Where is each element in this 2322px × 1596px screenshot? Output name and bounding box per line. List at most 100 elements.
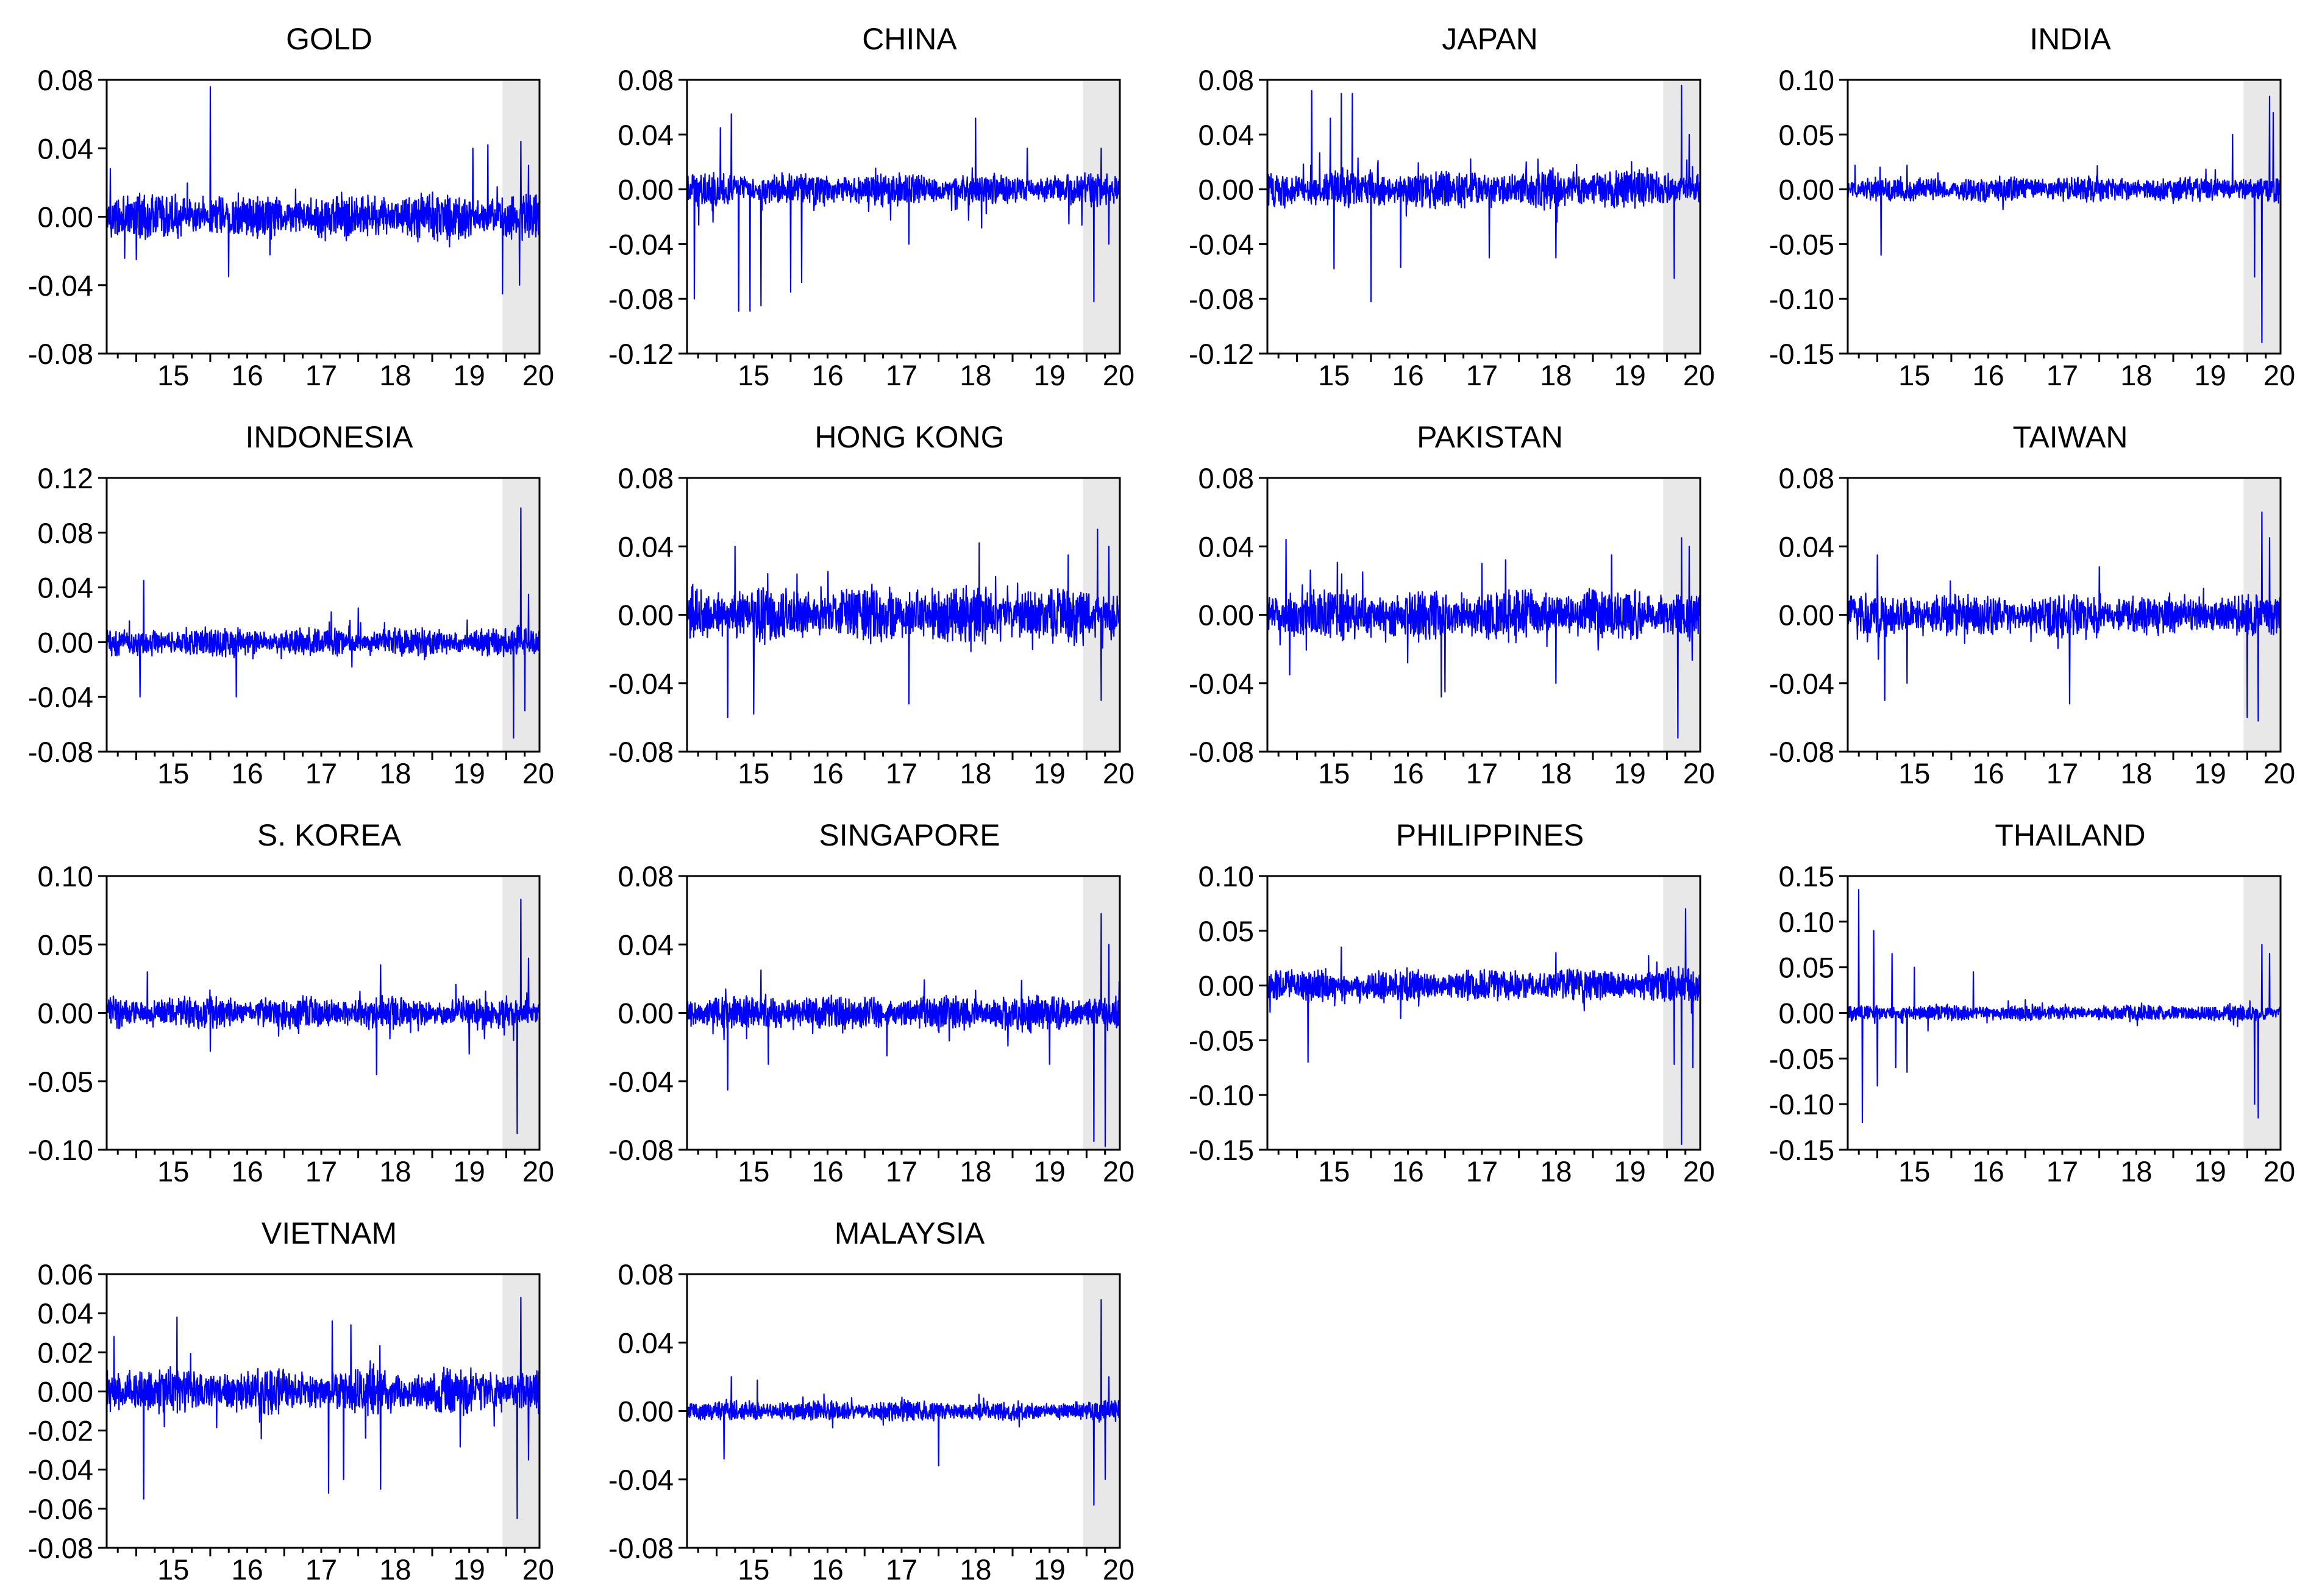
y-tick-label: -0.08 xyxy=(608,1532,674,1564)
y-tick-label: -0.04 xyxy=(608,228,674,260)
x-tick-label: 15 xyxy=(157,757,189,789)
plot-frame xyxy=(1266,875,1701,1151)
y-tick-label: -0.04 xyxy=(608,668,674,700)
y-tick-label: 0.04 xyxy=(618,119,674,151)
y-tick-label: 0.04 xyxy=(618,928,674,961)
x-tick-label: 19 xyxy=(454,359,485,391)
plot-frame xyxy=(105,1273,541,1549)
panel-9: SINGAPORE -0.08 -0.04 0.00 0.04 0.08 15 16 17 18 1… xyxy=(608,818,1134,1188)
x-tick-label: 15 xyxy=(1318,359,1350,391)
x-tick-label: 18 xyxy=(1540,757,1572,789)
x-tick-label: 16 xyxy=(1392,757,1423,789)
y-tick-label: 0.04 xyxy=(38,1297,93,1330)
x-tick-label: 17 xyxy=(886,1553,917,1586)
x-tick-label: 20 xyxy=(522,757,554,789)
x-tick-label: 15 xyxy=(1898,757,1930,789)
y-tick-label: 0.00 xyxy=(1198,599,1254,632)
x-tick-label: 19 xyxy=(2195,359,2226,391)
x-tick-label: 20 xyxy=(1683,757,1715,789)
x-tick-label: 20 xyxy=(1103,1553,1134,1586)
x-tick-label: 15 xyxy=(1318,757,1350,789)
series-line xyxy=(105,507,541,739)
x-tick-label: 20 xyxy=(1103,1155,1134,1188)
x-tick-label: 18 xyxy=(2120,1155,2152,1188)
x-tick-label: 18 xyxy=(2120,757,2152,789)
y-tick-label: 0.12 xyxy=(38,462,93,494)
x-tick-label: 15 xyxy=(157,1553,189,1586)
y-tick-label: -0.15 xyxy=(1189,1134,1254,1166)
y-tick-label: 0.04 xyxy=(1198,119,1254,151)
x-tick-label: 16 xyxy=(1392,1155,1423,1188)
x-tick-label: 15 xyxy=(1898,1155,1930,1188)
panel-1: CHINA -0.12 -0.08 -0.04 0.00 0.04 0.08 15 16 17 18… xyxy=(608,22,1134,391)
series-line xyxy=(105,899,541,1135)
panel-11: THAILAND -0.15 -0.10 -0.05 0.00 0.05 0.10 0.15 1… xyxy=(1769,818,2295,1188)
y-tick-label: 0.08 xyxy=(1198,64,1254,96)
plot-frame xyxy=(105,477,541,753)
series-line xyxy=(1266,537,1701,739)
x-tick-label: 15 xyxy=(1898,359,1930,391)
series-line xyxy=(686,1299,1121,1506)
y-tick-label: 0.00 xyxy=(618,174,674,206)
series-line xyxy=(686,913,1121,1147)
panel-13: MALAYSIA -0.08 -0.04 0.00 0.04 0.08 15 16 17 18 19… xyxy=(608,1216,1134,1586)
x-tick-label: 17 xyxy=(886,1155,917,1188)
y-tick-label: -0.04 xyxy=(1189,668,1254,700)
panel-title: S. KOREA xyxy=(257,818,402,852)
series-line xyxy=(1847,511,2282,722)
panel-10: PHILIPPINES -0.15 -0.10 -0.05 0.00 0.05 0.10 15… xyxy=(1189,818,1715,1188)
panel-title: INDONESIA xyxy=(245,420,413,454)
y-tick-label: -0.08 xyxy=(608,736,674,768)
shaded-period xyxy=(1083,80,1120,354)
y-tick-label: 0.10 xyxy=(38,860,93,892)
panel-title: JAPAN xyxy=(1442,22,1537,56)
panel-2: JAPAN -0.12 -0.08 -0.04 0.00 0.04 0.08 15 16 17 18… xyxy=(1189,22,1715,391)
y-tick-label: 0.04 xyxy=(618,1327,674,1359)
y-tick-label: 0.08 xyxy=(618,860,674,892)
x-tick-label: 16 xyxy=(811,1553,843,1586)
y-tick-label: 0.02 xyxy=(38,1336,93,1369)
y-tick-label: 0.06 xyxy=(38,1258,93,1291)
x-tick-label: 20 xyxy=(522,359,554,391)
y-tick-label: -0.10 xyxy=(1769,1088,1834,1120)
y-tick-label: 0.04 xyxy=(38,132,93,165)
y-tick-label: 0.04 xyxy=(618,530,674,563)
x-tick-label: 15 xyxy=(738,1155,769,1188)
x-tick-label: 20 xyxy=(1683,1155,1715,1188)
series-line xyxy=(1847,889,2281,1124)
panel-title: PHILIPPINES xyxy=(1396,818,1584,852)
series-line xyxy=(1266,84,1701,302)
x-tick-label: 15 xyxy=(738,359,769,391)
x-tick-label: 16 xyxy=(1972,359,2004,391)
y-tick-label: 0.08 xyxy=(38,517,93,549)
y-tick-label: 0.00 xyxy=(38,626,93,658)
y-tick-label: -0.08 xyxy=(608,283,674,315)
x-tick-label: 16 xyxy=(231,1155,263,1188)
y-tick-label: 0.05 xyxy=(1779,952,1834,984)
y-tick-label: 0.05 xyxy=(1198,915,1254,947)
panel-8: S. KOREA -0.10 -0.05 0.00 0.05 0.10 15 16 17 18 19… xyxy=(28,818,554,1188)
x-tick-label: 17 xyxy=(1466,359,1498,391)
y-tick-label: -0.04 xyxy=(28,1454,93,1486)
y-tick-label: 0.00 xyxy=(1779,599,1834,632)
x-tick-label: 17 xyxy=(2046,1155,2078,1188)
x-tick-label: 18 xyxy=(960,359,991,391)
x-tick-label: 15 xyxy=(157,1155,189,1188)
x-tick-label: 16 xyxy=(231,359,263,391)
y-tick-label: -0.10 xyxy=(1189,1079,1254,1111)
x-tick-label: 18 xyxy=(960,757,991,789)
y-tick-label: 0.05 xyxy=(38,928,93,961)
x-tick-label: 15 xyxy=(738,1553,769,1586)
y-tick-label: -0.08 xyxy=(28,338,93,370)
series-line xyxy=(1847,95,2281,344)
panel-title: INDIA xyxy=(2029,22,2111,56)
x-tick-label: 15 xyxy=(1318,1155,1350,1188)
x-tick-label: 16 xyxy=(811,359,843,391)
y-tick-label: 0.10 xyxy=(1198,860,1254,892)
y-tick-label: -0.05 xyxy=(1769,1042,1834,1075)
x-tick-label: 18 xyxy=(379,757,411,789)
y-tick-label: 0.00 xyxy=(38,997,93,1030)
y-tick-label: -0.04 xyxy=(608,1464,674,1496)
x-tick-label: 17 xyxy=(1466,1155,1498,1188)
y-tick-label: -0.15 xyxy=(1769,1134,1834,1166)
